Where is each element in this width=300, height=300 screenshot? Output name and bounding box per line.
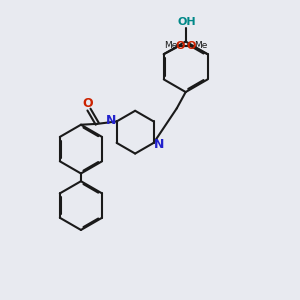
- Text: O: O: [187, 40, 196, 50]
- Text: Me: Me: [194, 41, 207, 50]
- Text: N: N: [154, 138, 164, 151]
- Text: OH: OH: [178, 17, 196, 27]
- Text: O: O: [82, 97, 93, 110]
- Text: N: N: [106, 114, 117, 127]
- Text: Me: Me: [164, 41, 177, 50]
- Text: O: O: [176, 40, 185, 50]
